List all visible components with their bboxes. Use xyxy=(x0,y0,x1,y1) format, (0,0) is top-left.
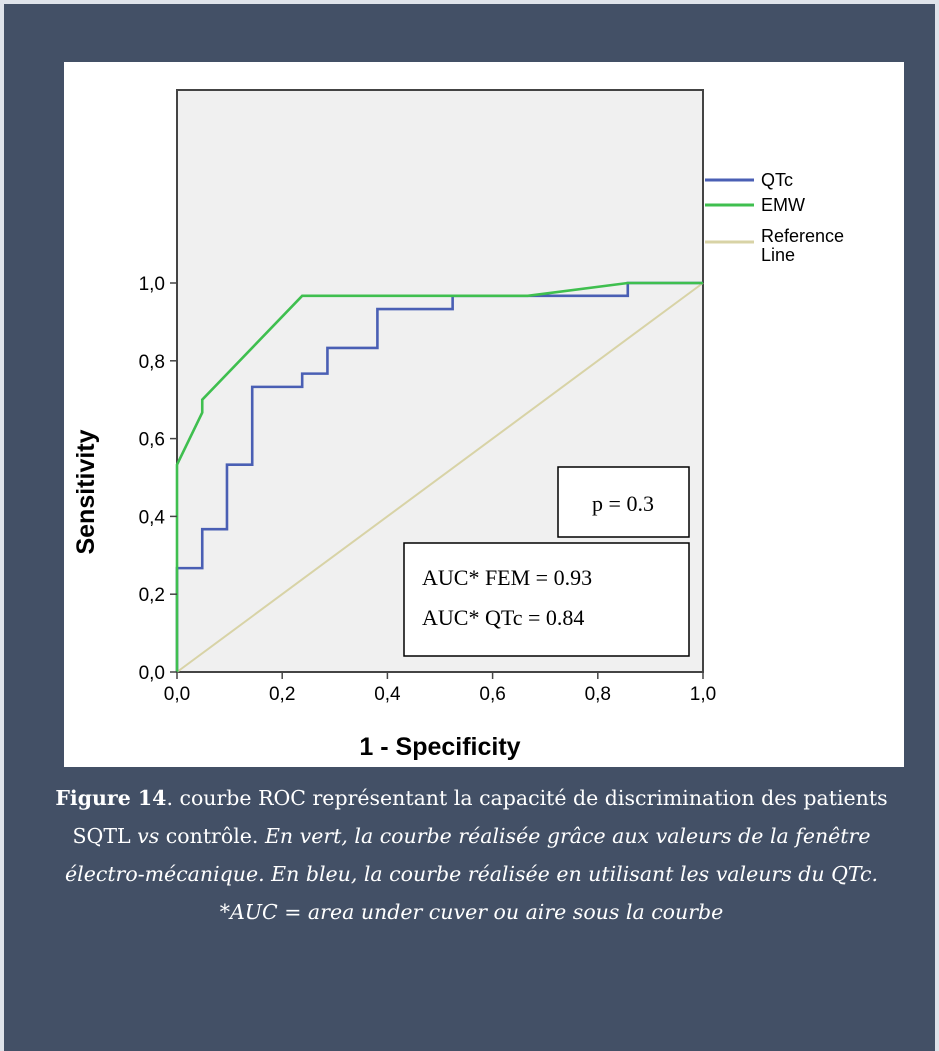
figure-panel: 0,0 0,2 0,4 0,6 0,8 1,0 0,0 0,2 0,4 0,6 0,8 1,0 1 -… xyxy=(64,62,904,767)
x-tick-label: 0,6 xyxy=(479,684,505,705)
x-tick-label: 0,4 xyxy=(374,684,401,705)
x-tick-label: 0,2 xyxy=(269,684,295,705)
p-value-box xyxy=(557,466,690,538)
caption-footnote: *AUC = area under cuver ou aire sous la … xyxy=(219,900,724,924)
legend: QTc EMW Reference Line xyxy=(705,170,844,265)
legend-label-reference: Reference xyxy=(761,226,844,246)
y-tick-label: 1,0 xyxy=(139,274,165,295)
x-tick-label: 0,0 xyxy=(164,684,190,705)
legend-label-qtc: QTc xyxy=(761,170,793,190)
p-value-text: p = 0.3 xyxy=(592,491,654,516)
figure-number: Figure 14 xyxy=(55,786,167,810)
auc-qtc-text: AUC* QTc = 0.84 xyxy=(422,605,584,630)
x-axis-label: 1 - Specificity xyxy=(359,733,520,761)
roc-chart: 0,0 0,2 0,4 0,6 0,8 1,0 0,0 0,2 0,4 0,6 0,8 1,0 1 -… xyxy=(72,89,844,761)
legend-label-line: Line xyxy=(761,245,795,265)
caption-text-1: . courbe ROC représentant la capacité de… xyxy=(72,786,888,848)
y-tick-label: 0,8 xyxy=(139,352,165,373)
x-tick-label: 0,8 xyxy=(585,684,611,705)
y-tick-label: 0,2 xyxy=(139,585,165,606)
caption-vs: vs xyxy=(137,824,160,848)
y-tick-label: 0,4 xyxy=(139,507,166,528)
auc-box xyxy=(403,542,690,657)
legend-label-emw: EMW xyxy=(761,195,805,215)
auc-fem-text: AUC* FEM = 0.93 xyxy=(422,565,592,590)
y-axis-label: Sensitivity xyxy=(72,429,100,554)
caption-text-2: contrôle. xyxy=(159,824,265,848)
y-tick-label: 0,6 xyxy=(139,430,165,451)
figure-caption: Figure 14. courbe ROC représentant la ca… xyxy=(44,779,899,931)
y-tick-label: 0,0 xyxy=(139,663,165,684)
series-line-emw xyxy=(175,281,703,672)
series-line-reference-line xyxy=(176,282,704,673)
caption-italic: En vert, la courbe réalisée grâce aux va… xyxy=(65,824,878,886)
x-tick-label: 1,0 xyxy=(690,684,716,705)
